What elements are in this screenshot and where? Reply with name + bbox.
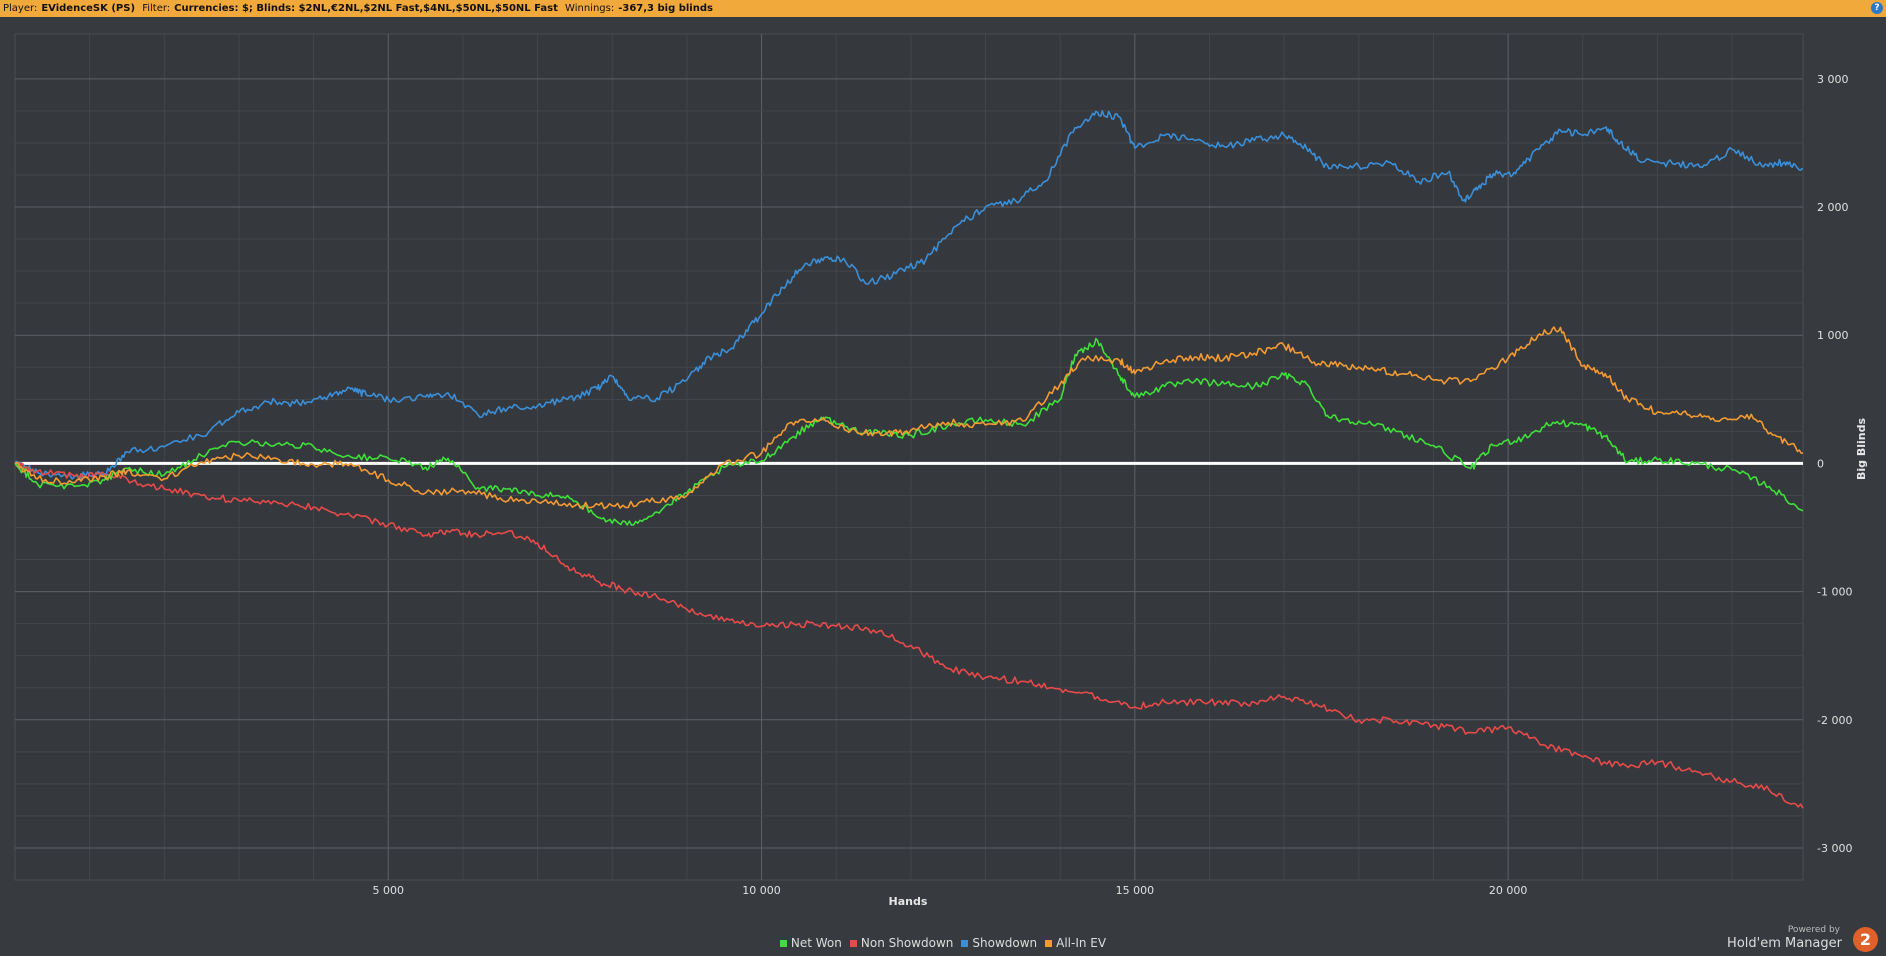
series-line-all-in-ev: [14, 326, 1804, 510]
y-tick-label: 2 000: [1817, 201, 1849, 214]
branding: Powered by Hold'em Manager 2: [1708, 924, 1878, 954]
y-tick-label: 3 000: [1817, 73, 1849, 86]
legend-item-showdown: Showdown: [961, 936, 1037, 950]
legend-swatch: [961, 940, 969, 947]
y-tick-label: 1 000: [1817, 329, 1849, 342]
chart-legend: Net Won Non Showdown Showdown All-In EV: [0, 936, 1886, 950]
info-bar: Player: EVidenceSK (PS) Filter: Currencies…: [0, 0, 1886, 17]
series-line-net-won: [14, 337, 1804, 526]
winnings-chart: 3 000 2 000 1 000 0 -1 000 -2 000 -3 000 5 000…: [14, 33, 1868, 908]
x-tick-label: 15 000: [1116, 884, 1155, 897]
legend-label: All-In EV: [1056, 936, 1107, 950]
filter-value: Currencies: $; Blinds: $2NL,€2NL,$2NL Fa…: [174, 3, 558, 14]
legend-label: Net Won: [790, 936, 842, 950]
x-tick-label: 10 000: [742, 884, 781, 897]
winnings-label: Winnings:: [565, 3, 615, 14]
y-ticks: 3 000 2 000 1 000 0 -1 000 -2 000 -3 000: [1817, 73, 1852, 855]
series-line-non-showdown: [14, 461, 1804, 809]
y-tick-label: -2 000: [1817, 714, 1852, 727]
x-tick-label: 20 000: [1489, 884, 1528, 897]
y-tick-label: -3 000: [1817, 842, 1852, 855]
legend-swatch: [849, 940, 857, 947]
x-ticks: 5 000 10 000 15 000 20 000: [373, 884, 1528, 897]
legend-item-all-in-ev: All-In EV: [1045, 936, 1106, 950]
x-axis-label: Hands: [889, 895, 928, 908]
legend-item-net-won: Net Won: [779, 936, 842, 950]
plot-area: [14, 33, 1804, 881]
legend-item-non-showdown: Non Showdown: [849, 936, 954, 950]
y-axis-label: Big Blinds: [1855, 418, 1868, 480]
legend-label: Showdown: [972, 936, 1038, 950]
series-group: [14, 110, 1804, 809]
winnings-value: -367,3 big blinds: [618, 3, 713, 14]
filter-label: Filter:: [142, 3, 171, 14]
help-icon[interactable]: ?: [1871, 2, 1883, 14]
product-name: Hold'em Manager: [1727, 936, 1842, 951]
y-tick-label: -1 000: [1817, 586, 1852, 599]
legend-swatch: [779, 940, 787, 947]
x-tick-label: 5 000: [373, 884, 405, 897]
series-line-showdown: [14, 110, 1804, 480]
legend-swatch: [1045, 940, 1053, 947]
player-label: Player:: [3, 3, 38, 14]
player-value: EVidenceSK (PS): [41, 3, 136, 14]
legend-label: Non Showdown: [860, 936, 954, 950]
y-tick-label: 0: [1817, 457, 1824, 470]
hm2-logo-icon: 2: [1853, 927, 1878, 952]
powered-by-label: Powered by: [1787, 925, 1840, 935]
grid: [15, 34, 1803, 880]
